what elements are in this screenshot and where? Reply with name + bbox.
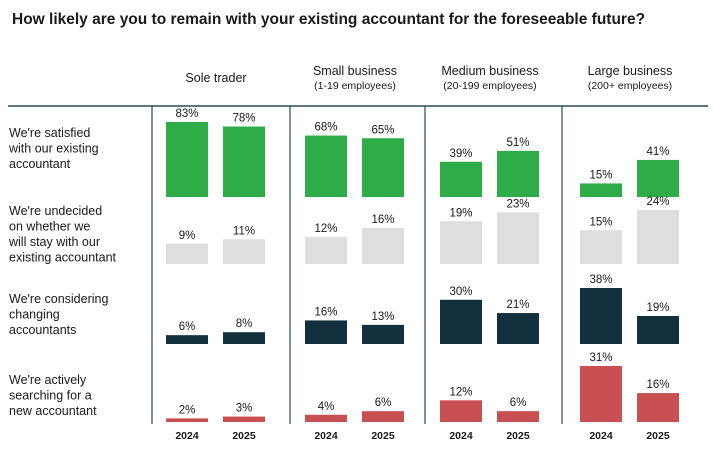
bar-row1-large-business-2024: [580, 183, 622, 197]
bar-row4-sole-trader-2025: [223, 416, 265, 422]
data-label-row2-large-business-2024: 15%: [589, 216, 612, 228]
bar-row3-medium-business-2024: [440, 299, 482, 344]
data-label-row3-sole-trader-2024: 6%: [179, 321, 196, 333]
data-label-row2-small-business-2025: 16%: [371, 214, 394, 226]
segment-headers: Sole trader Small business (1-19 employees…: [185, 64, 672, 92]
bar-row2-large-business-2025: [637, 210, 679, 264]
data-label-row3-small-business-2024: 16%: [314, 306, 337, 318]
data-label-row4-medium-business-2024: 12%: [449, 386, 472, 398]
data-label-row4-large-business-2025: 16%: [646, 379, 669, 391]
bar-row4-small-business-2025: [362, 411, 404, 422]
year-label-small-business-2025: 2025: [371, 430, 395, 442]
bar-row2-large-business-2024: [580, 230, 622, 264]
year-label-sole-trader-2025: 2025: [232, 430, 256, 442]
year-label-medium-business-2024: 2024: [449, 430, 473, 442]
data-label-row1-small-business-2024: 68%: [314, 122, 337, 134]
data-label-row1-medium-business-2024: 39%: [449, 148, 472, 160]
data-label-row2-small-business-2024: 12%: [314, 223, 337, 235]
year-label-large-business-2025: 2025: [646, 430, 670, 442]
bar-row3-large-business-2024: [580, 288, 622, 344]
bar-row1-sole-trader-2024: [166, 122, 208, 197]
bar-row2-small-business-2024: [305, 237, 347, 264]
bar-row4-large-business-2024: [580, 366, 622, 422]
segment-header-small-business: Small business: [313, 64, 397, 78]
segment-subheader-medium-business: (20-199 employees): [443, 80, 536, 92]
bar-row4-large-business-2025: [637, 393, 679, 422]
year-label-large-business-2024: 2024: [589, 430, 613, 442]
row-label-1: We're satisfied with our existing accounta…: [8, 126, 99, 171]
year-labels: 2024 2025 2024 2025 2024 2025 2024 2025: [175, 430, 670, 442]
bar-row1-medium-business-2024: [440, 161, 482, 197]
bar-row4-sole-trader-2024: [166, 418, 208, 422]
data-label-row3-large-business-2024: 38%: [589, 274, 612, 286]
segment-subheader-large-business: (200+ employees): [588, 80, 672, 92]
data-label-row3-small-business-2025: 13%: [371, 311, 394, 323]
data-label-row1-medium-business-2025: 51%: [506, 137, 529, 149]
bar-row2-small-business-2025: [362, 228, 404, 264]
data-label-row2-medium-business-2025: 23%: [506, 198, 529, 210]
segment-subheader-small-business: (1-19 employees): [314, 80, 396, 92]
row-label-2: We're undecided on whether we will stay wi…: [8, 204, 117, 265]
segment-separators: [8, 105, 708, 424]
bar-row1-sole-trader-2025: [223, 126, 265, 197]
bar-row3-large-business-2025: [637, 316, 679, 344]
year-label-medium-business-2025: 2025: [506, 430, 530, 442]
year-label-small-business-2024: 2024: [314, 430, 338, 442]
bar-row1-medium-business-2025: [497, 150, 539, 197]
data-label-row1-sole-trader-2025: 78%: [232, 113, 255, 125]
data-label-row2-large-business-2025: 24%: [646, 196, 669, 208]
bar-row3-small-business-2025: [362, 324, 404, 344]
data-label-row1-large-business-2025: 41%: [646, 146, 669, 158]
row-labels: We're satisfied with our existing accounta…: [8, 126, 117, 418]
data-label-row3-large-business-2025: 19%: [646, 302, 669, 314]
data-label-row1-sole-trader-2024: 83%: [175, 108, 198, 120]
bars: [166, 122, 679, 422]
data-labels: 83% 78% 68% 65% 39% 51% 15% 41% 9% 11% 12% 16% 19% 23…: [175, 108, 669, 416]
bar-row3-sole-trader-2025: [223, 332, 265, 344]
segment-header-sole-trader: Sole trader: [185, 71, 246, 85]
row-label-4: We're actively searching for a new account…: [9, 373, 97, 418]
bar-row2-medium-business-2025: [497, 212, 539, 264]
data-label-row2-sole-trader-2025: 11%: [233, 225, 255, 237]
data-label-row4-small-business-2024: 4%: [318, 401, 335, 413]
data-label-row3-medium-business-2024: 30%: [449, 286, 472, 298]
data-label-row3-sole-trader-2025: 8%: [236, 318, 253, 330]
bar-row3-sole-trader-2024: [166, 335, 208, 344]
data-label-row4-medium-business-2025: 6%: [510, 397, 527, 409]
data-label-row2-sole-trader-2024: 9%: [179, 230, 196, 242]
bar-row1-small-business-2025: [362, 138, 404, 197]
data-label-row1-large-business-2024: 15%: [589, 169, 612, 181]
data-label-row3-medium-business-2025: 21%: [506, 299, 529, 311]
bar-row4-medium-business-2024: [440, 400, 482, 422]
data-label-row4-large-business-2024: 31%: [589, 352, 612, 364]
segment-header-large-business: Large business: [588, 64, 673, 78]
segment-header-medium-business: Medium business: [441, 64, 538, 78]
year-label-sole-trader-2024: 2024: [175, 430, 199, 442]
data-label-row4-sole-trader-2025: 3%: [236, 403, 253, 415]
chart-title: How likely are you to remain with your e…: [12, 11, 646, 28]
bar-row3-medium-business-2025: [497, 313, 539, 344]
bar-row1-small-business-2024: [305, 135, 347, 197]
bar-row2-sole-trader-2025: [223, 239, 265, 264]
bar-row1-large-business-2025: [637, 159, 679, 197]
data-label-row4-small-business-2025: 6%: [375, 397, 392, 409]
bar-row3-small-business-2024: [305, 320, 347, 344]
bar-row4-medium-business-2025: [497, 411, 539, 422]
bar-row4-small-business-2024: [305, 414, 347, 422]
bar-row2-sole-trader-2024: [166, 243, 208, 264]
bar-row2-medium-business-2024: [440, 221, 482, 264]
data-label-row1-small-business-2025: 65%: [371, 124, 394, 136]
row-label-3: We're considering changing accountants: [9, 292, 108, 337]
data-label-row2-medium-business-2024: 19%: [449, 207, 472, 219]
data-label-row4-sole-trader-2024: 2%: [179, 404, 196, 416]
